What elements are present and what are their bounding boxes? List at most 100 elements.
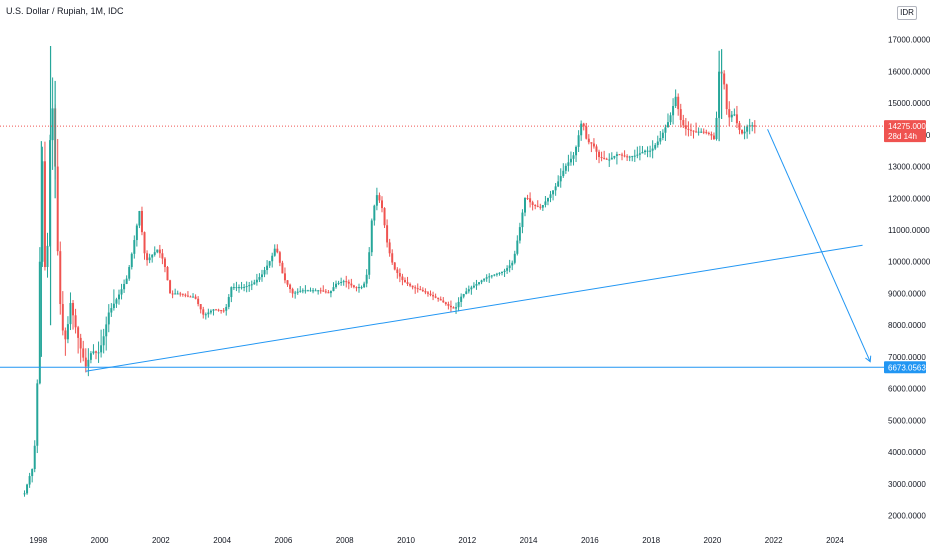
candle-body [77, 327, 80, 338]
candle-body [386, 225, 389, 243]
candle-body [370, 220, 373, 253]
candle-body [97, 352, 100, 354]
candle-body [225, 306, 228, 311]
candle-body [26, 484, 29, 494]
candle-body [151, 254, 154, 258]
candle-body [559, 176, 562, 182]
candle-body [23, 493, 26, 495]
candle-body [217, 309, 220, 311]
candle-body [608, 159, 611, 161]
candle-body [506, 268, 509, 271]
candle-body [582, 123, 585, 127]
candle-body [46, 245, 49, 268]
y-tick-label: 9000.0000 [888, 289, 926, 298]
candle-body [529, 198, 532, 203]
candle-body [314, 290, 317, 292]
candle-body [643, 150, 646, 153]
candle-body [552, 190, 555, 195]
candle-body [526, 198, 529, 200]
candle-body [498, 272, 501, 274]
candle-body [378, 195, 381, 201]
candle-body [702, 131, 705, 133]
candle-body [490, 275, 493, 277]
candle-body [432, 295, 435, 297]
candle-body [253, 282, 256, 285]
drawings-layer[interactable] [0, 125, 884, 372]
candle-body [337, 282, 340, 284]
candle-body [689, 129, 692, 131]
candle-body [375, 195, 378, 206]
candle-body [204, 314, 207, 316]
x-tick-label: 2024 [826, 536, 844, 545]
candle-body [669, 115, 672, 123]
time-axis[interactable]: 1998 2000 2002 2004 2006 2008 2010 2012 2014 2016… [29, 536, 844, 545]
candle-body [171, 293, 174, 295]
candle-body [636, 154, 639, 156]
forecast-arrow [767, 129, 871, 362]
candle-body [610, 157, 613, 160]
candle-body [324, 291, 327, 293]
candle-body [651, 148, 654, 151]
candle-body [429, 293, 432, 296]
candle-body [312, 290, 315, 292]
candle-body [36, 383, 39, 446]
candle-body [572, 155, 575, 159]
candle-body [184, 294, 187, 296]
candle-body [513, 253, 516, 263]
candle-body [437, 297, 440, 300]
candle-body [483, 278, 486, 281]
candle-body [59, 251, 62, 305]
candle-body [503, 270, 506, 272]
candle-body [411, 285, 414, 288]
candle-body [64, 330, 67, 340]
candle-body [189, 296, 192, 298]
candle-body [342, 281, 345, 283]
candle-body [212, 309, 215, 311]
candle-body [105, 324, 108, 337]
candle-body [102, 336, 105, 346]
candle-body [666, 122, 669, 128]
currency-badge[interactable]: IDR [897, 6, 917, 20]
candle-body [125, 278, 128, 284]
candle-body [360, 287, 363, 289]
candle-body [329, 291, 332, 294]
candle-body [516, 240, 519, 254]
x-tick-label: 2012 [458, 536, 476, 545]
candle-body [659, 138, 662, 142]
candle-body [478, 282, 481, 284]
candle-body [426, 292, 429, 294]
candle-body [562, 170, 565, 177]
last-price-value: 14275.0000 [888, 122, 931, 131]
candle-body [672, 106, 675, 116]
candle-body [628, 156, 631, 158]
level-price-value: 6673.0563 [888, 363, 926, 372]
candle-body [169, 280, 172, 294]
x-tick-label: 2008 [336, 536, 354, 545]
candle-body [232, 287, 235, 289]
candle-body [56, 166, 59, 252]
candle-body [194, 296, 197, 299]
candle-body [120, 289, 123, 295]
candle-body [723, 73, 726, 85]
candle-body [541, 204, 544, 208]
candle-body [677, 96, 680, 110]
candle-body [186, 295, 189, 297]
candle-body [654, 145, 657, 149]
candle-body [319, 290, 322, 292]
candle-body [66, 324, 69, 340]
last-price-countdown: 28d 14h [888, 132, 917, 141]
candle-body [294, 292, 297, 294]
candle-body [567, 162, 570, 166]
candle-body [697, 131, 700, 133]
candle-body [679, 109, 682, 121]
candle-body [260, 274, 263, 278]
candle-body [455, 307, 458, 309]
candle-body [470, 287, 473, 290]
candle-body [641, 152, 644, 154]
candle-body [603, 157, 606, 159]
candle-body [243, 286, 246, 288]
candle-body [72, 302, 75, 316]
candle-body [112, 303, 115, 309]
